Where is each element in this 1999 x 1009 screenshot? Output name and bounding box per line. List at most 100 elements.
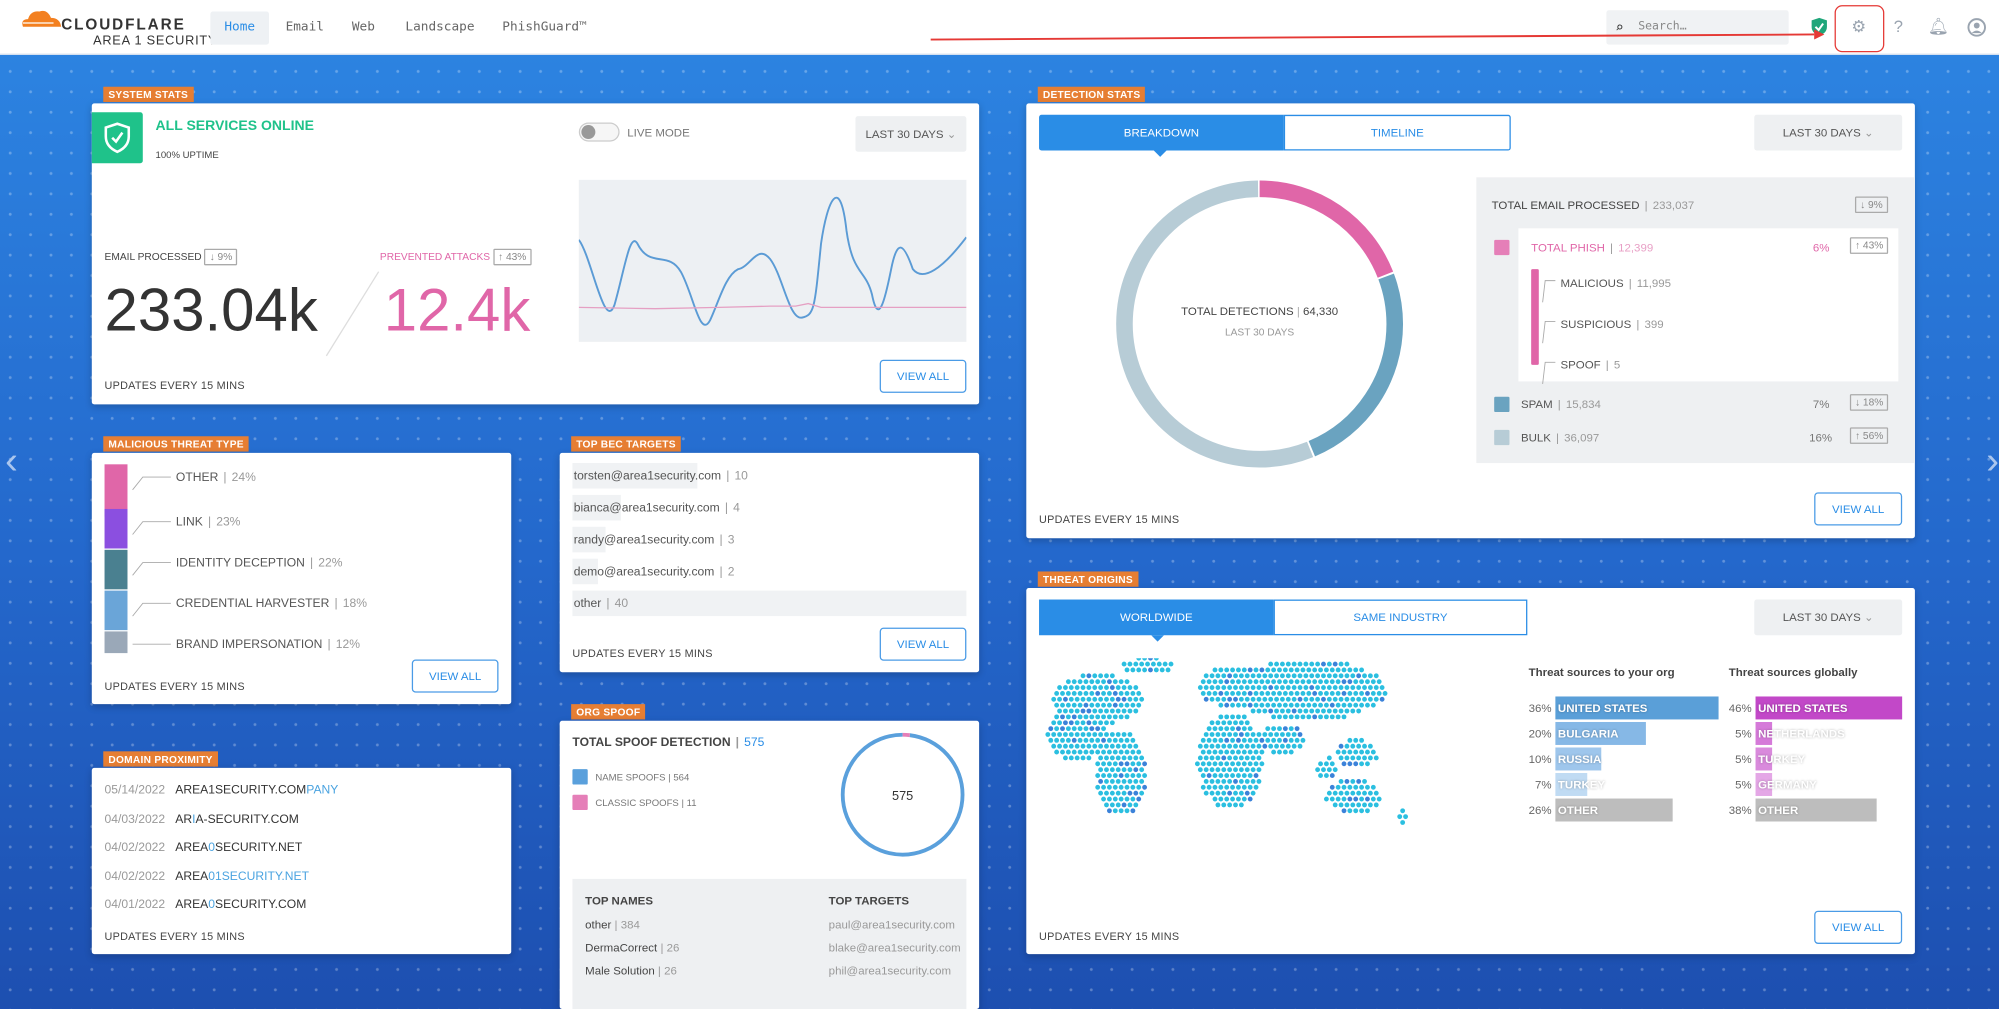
map-dot — [1324, 668, 1329, 673]
map-dot — [1060, 714, 1065, 719]
view-all-button[interactable]: VIEW ALL — [880, 360, 967, 393]
domain-item[interactable]: 04/01/2022 AREA0SECURITY.COM — [105, 898, 307, 912]
map-dot — [1089, 714, 1094, 719]
tab-worldwide[interactable]: WORLDWIDE — [1039, 600, 1274, 636]
map-dot — [1098, 791, 1103, 796]
map-dot — [1257, 732, 1262, 737]
map-dot — [1095, 773, 1100, 778]
map-dot — [1207, 691, 1212, 696]
map-dot — [1336, 785, 1341, 790]
source-bar[interactable]: BULGARIA — [1555, 722, 1646, 745]
view-all-button[interactable]: VIEW ALL — [1814, 492, 1902, 525]
range-dropdown[interactable]: LAST 30 DAYS ⌄ — [1754, 115, 1902, 151]
map-dot — [1353, 797, 1358, 802]
carousel-next-icon[interactable]: › — [1986, 440, 1999, 483]
map-dot — [1359, 679, 1364, 684]
map-dot — [1210, 744, 1215, 749]
map-dot — [1104, 802, 1109, 807]
map-dot — [1298, 662, 1303, 667]
nav-web[interactable]: Web — [338, 11, 389, 44]
top-target-item: phil@area1security.com — [829, 964, 951, 977]
map-dot — [1262, 732, 1267, 737]
map-dot — [1280, 732, 1285, 737]
map-dot — [1277, 750, 1282, 755]
source-bar[interactable]: NETHERLANDS — [1756, 722, 1772, 745]
map-dot — [1359, 750, 1364, 755]
gear-icon[interactable]: ⚙ — [1849, 17, 1869, 37]
tab-same-industry[interactable]: SAME INDUSTRY — [1274, 600, 1528, 636]
map-dot — [1336, 668, 1341, 673]
tab-breakdown[interactable]: BREAKDOWN — [1039, 115, 1284, 151]
map-dot — [1215, 791, 1220, 796]
map-dot — [1204, 744, 1209, 749]
domain-item[interactable]: 05/14/2022 AREA1SECURITY.COMPANY — [105, 783, 339, 797]
map-dot — [1142, 761, 1147, 766]
source-bar[interactable]: UNITED STATES — [1555, 696, 1718, 719]
nav-home[interactable]: Home — [210, 11, 269, 44]
map-dot — [1280, 673, 1285, 678]
map-dot — [1303, 685, 1308, 690]
source-bar[interactable]: GERMANY — [1756, 773, 1772, 796]
map-dot — [1306, 691, 1311, 696]
map-dot — [1122, 697, 1127, 702]
map-dot — [1303, 673, 1308, 678]
update-note: UPDATES EVERY 15 MINS — [105, 930, 245, 943]
view-all-button[interactable]: VIEW ALL — [412, 659, 499, 692]
map-dot — [1274, 685, 1279, 690]
map-dot — [1330, 703, 1335, 708]
source-bar[interactable]: OTHER — [1756, 799, 1877, 822]
user-icon[interactable] — [1967, 18, 1986, 37]
map-dot — [1233, 791, 1238, 796]
map-dot — [1321, 767, 1326, 772]
map-dot — [1362, 744, 1367, 749]
bell-icon[interactable]: 🔔︎ — [1928, 17, 1948, 37]
domain-item[interactable]: 04/02/2022 AREA0SECURITY.NET — [105, 841, 303, 855]
divider — [321, 269, 385, 358]
map-dot — [1218, 668, 1223, 673]
map-dot — [1362, 673, 1367, 678]
map-dot — [1084, 714, 1089, 719]
map-dot — [1086, 720, 1091, 725]
source-pct: 38% — [1726, 799, 1751, 822]
domain-item[interactable]: 04/03/2022 ARIA-SECURITY.COM — [105, 812, 299, 826]
map-dot — [1054, 750, 1059, 755]
domain-item[interactable]: 04/02/2022 AREA01SECURITY.NET — [105, 869, 309, 883]
help-icon[interactable]: ? — [1888, 17, 1908, 37]
map-dot — [1356, 779, 1361, 784]
map-dot — [1242, 668, 1247, 673]
range-dropdown[interactable]: LAST 30 DAYS ⌄ — [855, 116, 966, 152]
legend-swatch — [572, 795, 587, 810]
carousel-prev-icon[interactable]: ‹ — [5, 440, 18, 483]
map-dot — [1350, 697, 1355, 702]
org-sources-title: Threat sources to your org — [1529, 666, 1675, 679]
map-dot — [1254, 773, 1259, 778]
map-dot — [1086, 756, 1091, 761]
map-dot — [1368, 673, 1373, 678]
view-all-button[interactable]: VIEW ALL — [1814, 911, 1902, 944]
range-dropdown[interactable]: LAST 30 DAYS ⌄ — [1754, 600, 1902, 636]
map-dot — [1292, 673, 1297, 678]
source-bar[interactable]: RUSSIA — [1555, 748, 1600, 771]
nav-phishguard[interactable]: PhishGuard™ — [488, 11, 600, 44]
map-dot — [1268, 673, 1273, 678]
map-dot — [1122, 779, 1127, 784]
delta-badge: ↓ 9% — [1855, 196, 1888, 213]
tab-timeline[interactable]: TIMELINE — [1284, 115, 1511, 151]
source-bar[interactable]: OTHER — [1555, 799, 1673, 822]
map-dot — [1110, 720, 1115, 725]
nav-landscape[interactable]: Landscape — [391, 11, 488, 44]
map-dot — [1133, 662, 1138, 667]
source-bar[interactable]: TURKEY — [1756, 748, 1772, 771]
map-dot — [1277, 679, 1282, 684]
total-email-processed: TOTAL EMAIL PROCESSED | 233,037 — [1492, 199, 1695, 212]
source-bar[interactable]: TURKEY — [1555, 773, 1587, 796]
nav-email[interactable]: Email — [272, 11, 338, 44]
view-all-button[interactable]: VIEW ALL — [880, 628, 967, 661]
map-dot — [1128, 767, 1133, 772]
map-dot — [1081, 732, 1086, 737]
map-dot — [1210, 779, 1215, 784]
live-mode-toggle[interactable] — [579, 122, 620, 141]
total-phish: TOTAL PHISH | 12,399 — [1531, 241, 1653, 254]
source-bar[interactable]: UNITED STATES — [1756, 696, 1903, 719]
map-dot — [1130, 738, 1135, 743]
